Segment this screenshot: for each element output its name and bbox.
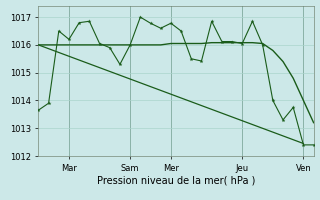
X-axis label: Pression niveau de la mer( hPa ): Pression niveau de la mer( hPa ) bbox=[97, 175, 255, 185]
